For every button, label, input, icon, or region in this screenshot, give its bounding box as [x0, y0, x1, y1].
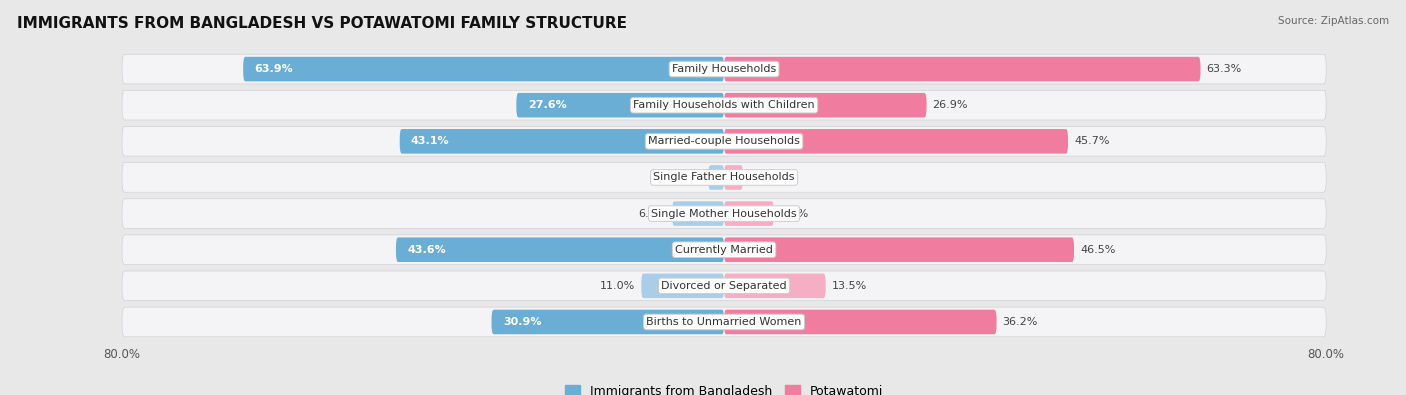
FancyBboxPatch shape [724, 274, 825, 298]
Text: 63.9%: 63.9% [254, 64, 294, 74]
FancyBboxPatch shape [243, 57, 724, 81]
FancyBboxPatch shape [724, 93, 927, 117]
Text: 43.1%: 43.1% [411, 136, 450, 146]
FancyBboxPatch shape [641, 274, 724, 298]
Text: 6.6%: 6.6% [780, 209, 808, 218]
Text: Births to Unmarried Women: Births to Unmarried Women [647, 317, 801, 327]
Text: 30.9%: 30.9% [503, 317, 541, 327]
FancyBboxPatch shape [122, 235, 1326, 265]
Text: 45.7%: 45.7% [1074, 136, 1109, 146]
FancyBboxPatch shape [122, 307, 1326, 337]
Text: IMMIGRANTS FROM BANGLADESH VS POTAWATOMI FAMILY STRUCTURE: IMMIGRANTS FROM BANGLADESH VS POTAWATOMI… [17, 16, 627, 31]
Text: Source: ZipAtlas.com: Source: ZipAtlas.com [1278, 16, 1389, 26]
FancyBboxPatch shape [672, 201, 724, 226]
FancyBboxPatch shape [122, 126, 1326, 156]
FancyBboxPatch shape [709, 165, 724, 190]
FancyBboxPatch shape [724, 201, 773, 226]
Text: 36.2%: 36.2% [1002, 317, 1038, 327]
Text: Single Father Households: Single Father Households [654, 173, 794, 182]
Text: 13.5%: 13.5% [832, 281, 868, 291]
Text: 63.3%: 63.3% [1206, 64, 1241, 74]
FancyBboxPatch shape [724, 165, 742, 190]
FancyBboxPatch shape [724, 129, 1069, 154]
Text: Single Mother Households: Single Mother Households [651, 209, 797, 218]
Text: 46.5%: 46.5% [1080, 245, 1115, 255]
Text: 11.0%: 11.0% [600, 281, 636, 291]
Text: Currently Married: Currently Married [675, 245, 773, 255]
Text: 27.6%: 27.6% [527, 100, 567, 110]
Text: 6.9%: 6.9% [638, 209, 666, 218]
FancyBboxPatch shape [399, 129, 724, 154]
FancyBboxPatch shape [122, 163, 1326, 192]
FancyBboxPatch shape [122, 54, 1326, 84]
FancyBboxPatch shape [516, 93, 724, 117]
Text: 2.5%: 2.5% [749, 173, 778, 182]
FancyBboxPatch shape [724, 57, 1201, 81]
Text: Family Households: Family Households [672, 64, 776, 74]
Text: Married-couple Households: Married-couple Households [648, 136, 800, 146]
FancyBboxPatch shape [724, 310, 997, 334]
FancyBboxPatch shape [396, 237, 724, 262]
Text: Divorced or Separated: Divorced or Separated [661, 281, 787, 291]
FancyBboxPatch shape [122, 90, 1326, 120]
Text: 26.9%: 26.9% [932, 100, 969, 110]
Text: 2.1%: 2.1% [673, 173, 702, 182]
Text: Family Households with Children: Family Households with Children [633, 100, 815, 110]
FancyBboxPatch shape [724, 237, 1074, 262]
Text: 43.6%: 43.6% [408, 245, 446, 255]
Legend: Immigrants from Bangladesh, Potawatomi: Immigrants from Bangladesh, Potawatomi [560, 380, 889, 395]
FancyBboxPatch shape [122, 199, 1326, 228]
FancyBboxPatch shape [122, 271, 1326, 301]
FancyBboxPatch shape [492, 310, 724, 334]
